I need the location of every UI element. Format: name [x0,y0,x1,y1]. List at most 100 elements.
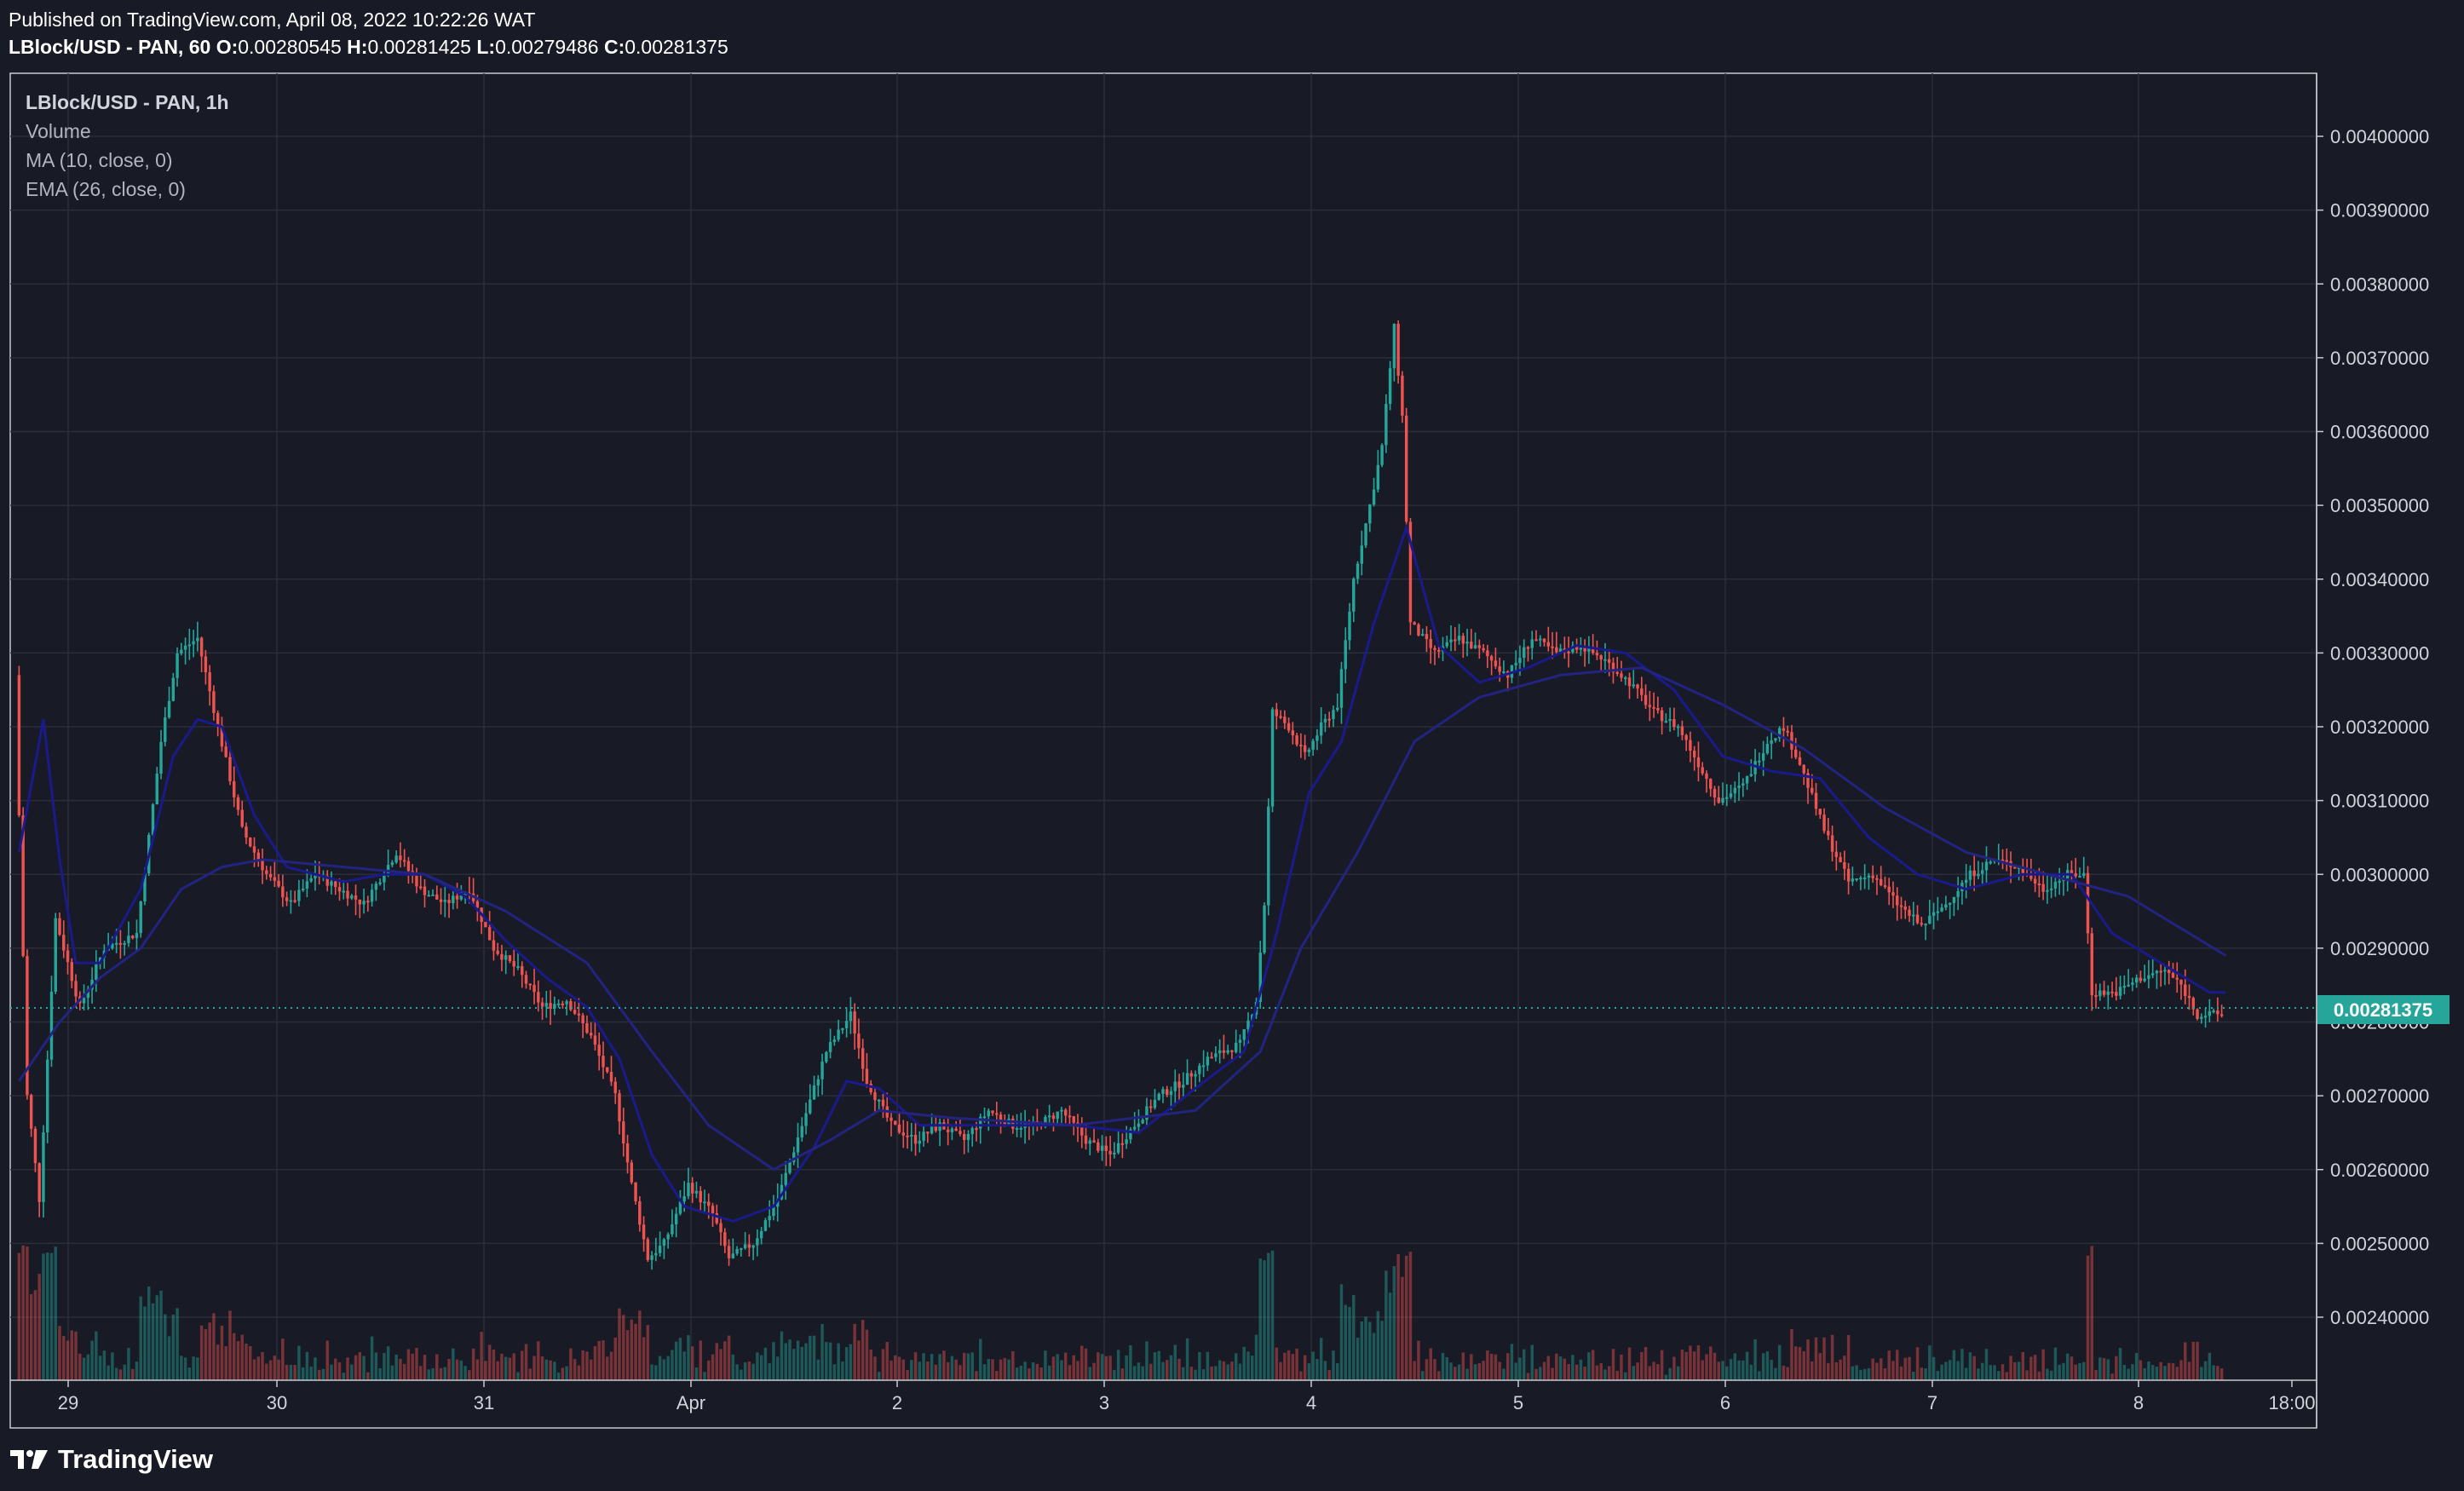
candle-body [2017,866,2021,869]
candle-body [1327,718,1331,721]
candle-body [1125,1139,1128,1144]
candle-body [1908,909,1911,916]
y-tick-label: 0.00240000 [2330,1307,2429,1328]
y-tick-label: 0.00260000 [2330,1160,2429,1181]
candle-body [208,672,211,692]
candle-body [1583,648,1586,652]
volume-bar [1372,1333,1376,1380]
volume-bar [1291,1354,1295,1380]
volume-bar [1871,1358,1874,1380]
volume-bar [740,1369,743,1380]
candle-body [2127,984,2130,987]
candle-body [1429,639,1432,648]
volume-bar [1558,1356,1563,1380]
candle-body [1348,611,1351,641]
volume-bar [646,1325,650,1380]
candle-body [606,1067,609,1073]
y-tick-label: 0.00340000 [2330,569,2429,590]
volume-bar [62,1335,66,1380]
volume-bar [1595,1365,1599,1380]
candle-body [959,1131,962,1134]
candle-body [261,860,264,871]
candle-body [268,873,273,878]
volume-bar [2159,1361,2162,1380]
published-caption: Published on TradingView.com, April 08, … [9,9,536,31]
symbol-interval: LBlock/USD - PAN, 60 [9,36,211,58]
candle-body [1060,1109,1063,1112]
candle-body [45,1059,49,1133]
y-tick-label: 0.00400000 [2330,126,2429,147]
legend-ma[interactable]: MA (10, close, 0) [26,149,173,171]
legend-symbol[interactable]: LBlock/USD - PAN, 1h [26,91,229,113]
volume-bar [1226,1364,1229,1380]
volume-bar [521,1350,524,1380]
candle-body [431,894,435,896]
legend-volume[interactable]: Volume [26,120,91,142]
volume-bar [1761,1353,1765,1380]
candle-body [853,1011,856,1034]
candle-body [273,877,277,881]
candle-body [1214,1053,1218,1057]
volume-bar [2078,1362,2081,1380]
candle-body [1599,655,1603,660]
candle-body [2175,977,2179,980]
volume-bar [1028,1368,1031,1380]
volume-bar [2017,1361,2021,1380]
volume-bar [1336,1362,1339,1380]
candle-body [1879,878,1883,886]
candle-body [731,1253,735,1258]
volume-bar [1198,1352,1201,1380]
volume-bar [533,1356,536,1380]
volume-bar [1177,1358,1181,1380]
volume-bar [2168,1362,2171,1380]
volume-bar [634,1323,637,1380]
legend-ema[interactable]: EMA (26, close, 0) [26,178,186,200]
candle-body [1575,645,1579,650]
candle-body [682,1195,686,1202]
volume-bar [954,1359,958,1380]
volume-bar [431,1367,435,1380]
candle-body [1470,642,1473,649]
candle-body [2082,872,2086,877]
candle-body [1721,797,1724,803]
volume-bar [1741,1360,1745,1380]
volume-bar [2021,1351,2025,1380]
volume-bar [796,1340,800,1380]
volume-bar [650,1364,653,1380]
volume-bar [844,1347,849,1380]
volume-bar [399,1358,402,1380]
price-axis[interactable]: 0.00400000 0.00390000 0.00380000 0.00370000… [2317,126,2429,1328]
volume-bar [151,1303,155,1380]
candle-body [487,927,492,941]
volume-bar [1376,1310,1380,1380]
candle-body [1624,677,1627,680]
candle-body [199,637,204,657]
volume-bar [756,1352,759,1380]
volume-bar [674,1341,678,1380]
volume-bar [690,1346,694,1380]
candle-body [703,1201,706,1204]
volume-bar [1579,1359,1583,1380]
volume-bar [439,1367,443,1380]
volume-bar [1234,1353,1238,1380]
candle-body [1551,646,1554,648]
time-axis[interactable]: 29 30 31 Apr 2 3 4 5 6 7 8 18:00 [58,1380,2316,1413]
volume-bar [1745,1351,1749,1380]
candle-body [314,875,317,878]
candle-body [1404,415,1408,522]
volume-bar [1238,1363,1242,1380]
volume-bar [1206,1351,1210,1380]
tradingview-brand[interactable]: TradingView [10,1444,213,1475]
candle-body [167,700,171,718]
volume-bar [1709,1346,1713,1380]
volume-bar [2065,1353,2070,1380]
volume-bar [1194,1369,1197,1380]
candle-body [512,961,515,967]
candle-body [1546,642,1551,647]
candle-body [987,1110,990,1117]
volume-bar [114,1367,118,1380]
candle-body [2029,873,2033,879]
volume-bar [314,1357,317,1380]
volume-bar [565,1366,568,1380]
